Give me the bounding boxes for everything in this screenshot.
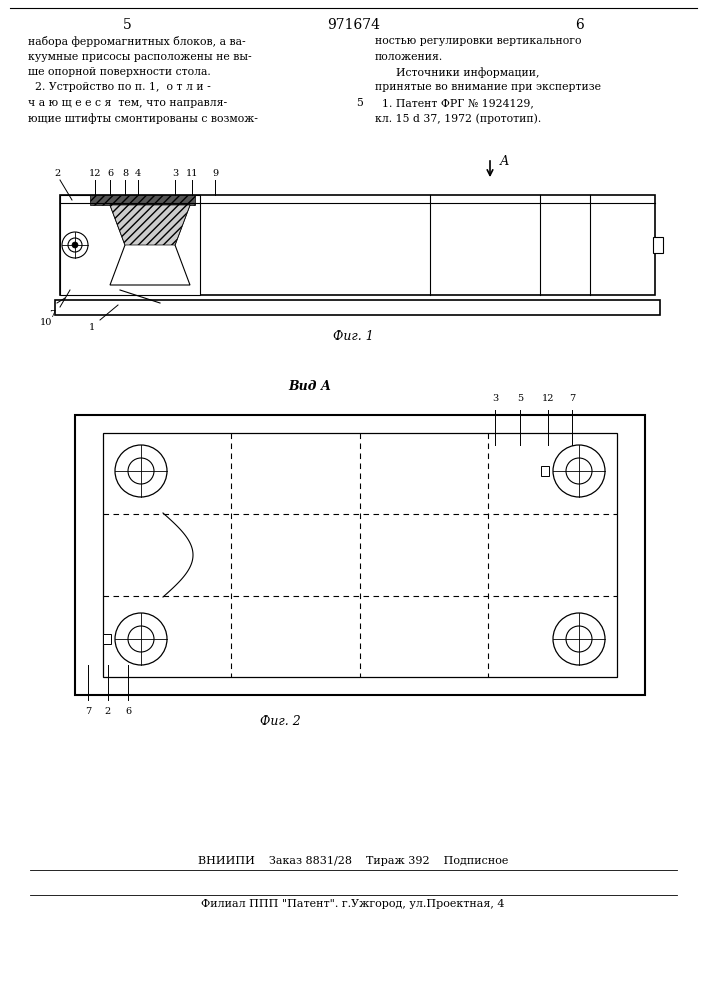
Text: 12: 12 <box>89 169 101 178</box>
Text: Вид А: Вид А <box>288 380 332 393</box>
Text: 5: 5 <box>356 98 363 108</box>
Text: 1. Патент ФРГ № 1924129,: 1. Патент ФРГ № 1924129, <box>375 98 534 108</box>
Text: 3: 3 <box>172 169 178 178</box>
Text: 2: 2 <box>105 707 111 716</box>
Bar <box>653 237 663 253</box>
Text: 2. Устройство по п. 1,  о т л и -: 2. Устройство по п. 1, о т л и - <box>28 83 211 93</box>
Text: положения.: положения. <box>375 51 443 62</box>
Text: ше опорной поверхности стола.: ше опорной поверхности стола. <box>28 67 211 77</box>
Text: А: А <box>500 155 510 168</box>
Text: 12: 12 <box>542 394 554 403</box>
Text: 5: 5 <box>123 18 132 32</box>
Text: 6: 6 <box>575 18 584 32</box>
Bar <box>541 466 549 476</box>
Text: ющие штифты смонтированы с возмож-: ющие штифты смонтированы с возмож- <box>28 113 258 124</box>
Bar <box>55 300 660 315</box>
Polygon shape <box>110 205 190 285</box>
Text: 4: 4 <box>135 169 141 178</box>
Bar <box>60 195 655 295</box>
Circle shape <box>72 242 78 248</box>
Text: 9: 9 <box>212 169 218 178</box>
Text: 3: 3 <box>492 394 498 403</box>
Circle shape <box>115 445 167 497</box>
Text: 1: 1 <box>89 323 95 332</box>
Text: куумные присосы расположены не вы-: куумные присосы расположены не вы- <box>28 51 252 62</box>
Bar <box>103 634 111 644</box>
Text: 5: 5 <box>517 394 523 403</box>
Text: Филиал ППП "Патент". г.Ужгород, ул.Проектная, 4: Филиал ППП "Патент". г.Ужгород, ул.Проек… <box>201 899 505 909</box>
Text: ностью регулировки вертикального: ностью регулировки вертикального <box>375 36 581 46</box>
Polygon shape <box>110 205 190 245</box>
Text: 7: 7 <box>49 310 55 319</box>
Circle shape <box>62 232 88 258</box>
Circle shape <box>566 458 592 484</box>
Text: 7: 7 <box>85 707 91 716</box>
Text: 11: 11 <box>186 169 198 178</box>
Bar <box>75 415 645 695</box>
Bar <box>103 433 617 677</box>
Text: ч а ю щ е е с я  тем, что направля-: ч а ю щ е е с я тем, что направля- <box>28 98 227 108</box>
Text: Источники информации,: Источники информации, <box>375 67 539 78</box>
Text: принятые во внимание при экспертизе: принятые во внимание при экспертизе <box>375 83 601 93</box>
Text: Фиг. 2: Фиг. 2 <box>259 715 300 728</box>
Text: ВНИИПИ    Заказ 8831/28    Тираж 392    Подписное: ВНИИПИ Заказ 8831/28 Тираж 392 Подписное <box>198 856 508 866</box>
Text: 6: 6 <box>125 707 131 716</box>
Circle shape <box>68 238 82 252</box>
Text: 10: 10 <box>40 318 52 327</box>
Bar <box>60 195 200 295</box>
Circle shape <box>553 445 605 497</box>
Bar <box>90 195 195 205</box>
Text: 2: 2 <box>55 169 61 178</box>
Text: 971674: 971674 <box>327 18 380 32</box>
Circle shape <box>115 613 167 665</box>
Text: Фиг. 1: Фиг. 1 <box>332 330 373 343</box>
Circle shape <box>553 613 605 665</box>
Text: кл. 15 d 37, 1972 (прототип).: кл. 15 d 37, 1972 (прототип). <box>375 113 542 124</box>
Text: 6: 6 <box>107 169 113 178</box>
Circle shape <box>566 626 592 652</box>
Circle shape <box>128 458 154 484</box>
Circle shape <box>128 626 154 652</box>
Text: набора ферромагнитных блоков, а ва-: набора ферромагнитных блоков, а ва- <box>28 36 245 47</box>
Text: 8: 8 <box>122 169 128 178</box>
Text: 7: 7 <box>569 394 575 403</box>
